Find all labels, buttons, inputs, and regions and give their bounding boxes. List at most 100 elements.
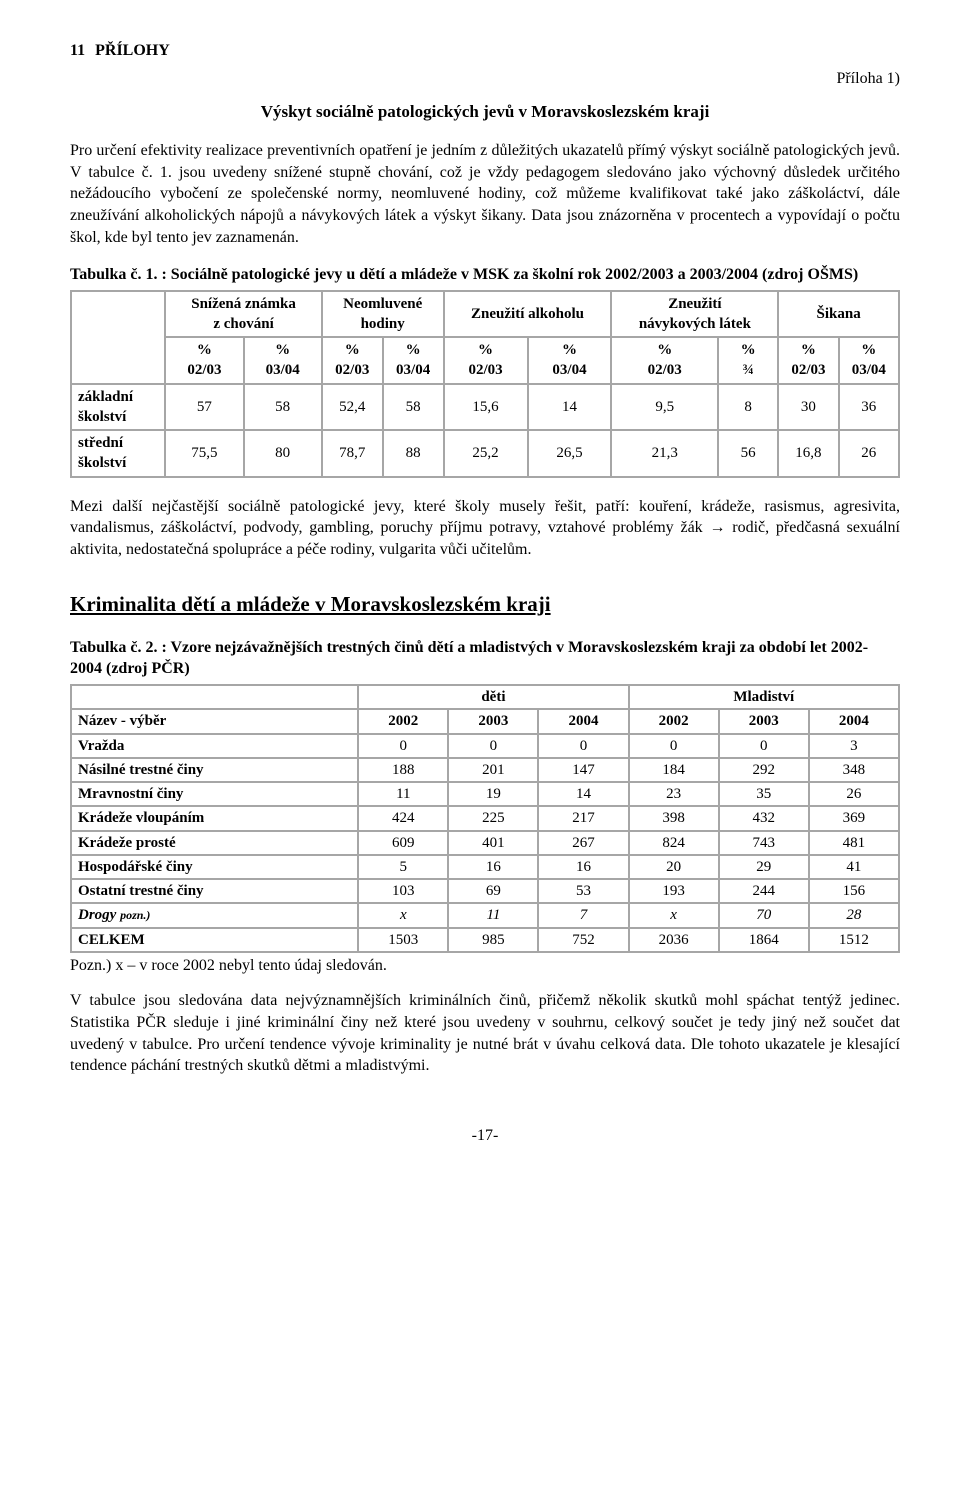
table2-cell: 53 [538, 879, 628, 903]
table1-cell: 14 [528, 384, 612, 431]
table2-cell: 193 [629, 879, 719, 903]
table2-cell: 824 [629, 831, 719, 855]
table2-cell: 35 [719, 782, 809, 806]
table2-cell: 147 [538, 758, 628, 782]
table1-subheader: %03/04 [244, 337, 322, 384]
table1-cell: 52,4 [322, 384, 383, 431]
table2-year-header: 2004 [538, 709, 628, 733]
table2-cell: 1512 [809, 928, 899, 952]
intro-paragraph: Pro určení efektivity realizace preventi… [70, 140, 900, 248]
table1-subheader: %02/03 [165, 337, 243, 384]
table-row: základníškolství575852,45815,6149,583036 [71, 384, 899, 431]
table-row: Krádeže vloupáním424225217398432369 [71, 806, 899, 830]
table1-cell: 80 [244, 430, 322, 477]
table-row: Krádeže prosté609401267824743481 [71, 831, 899, 855]
table1-group-header: Zneužitínávykových látek [611, 291, 778, 338]
table1-caption: Tabulka č. 1. : Sociálně patologické jev… [70, 264, 900, 286]
table2-cell: 0 [719, 734, 809, 758]
table1-group-header: Snížená známkaz chování [165, 291, 322, 338]
table1-corner [71, 291, 165, 384]
table1-cell: 16,8 [778, 430, 838, 477]
attachment-label: Příloha 1) [70, 68, 900, 90]
table1-cell: 58 [383, 384, 444, 431]
table2-group-adolescents: Mladiství [629, 685, 899, 709]
table2: děti Mladiství Název - výběr 20022003200… [70, 684, 900, 953]
table1-cell: 56 [718, 430, 778, 477]
section-header: 11 PŘÍLOHY [70, 40, 900, 62]
table2-cell: 184 [629, 758, 719, 782]
closing-paragraph: V tabulce jsou sledována data nejvýznamn… [70, 990, 900, 1076]
table-row: Ostatní trestné činy1036953193244156 [71, 879, 899, 903]
table2-cell: 103 [358, 879, 448, 903]
table2-row-name: Krádeže vloupáním [71, 806, 358, 830]
table1-cell: 9,5 [611, 384, 717, 431]
table1-cell: 25,2 [444, 430, 528, 477]
table2-year-header: 2004 [809, 709, 899, 733]
table2-corner [71, 685, 358, 709]
table2-cell: 401 [448, 831, 538, 855]
table2-cell: 369 [809, 806, 899, 830]
table1-caption-text: Tabulka č. 1. : Sociálně patologické jev… [70, 266, 858, 283]
table2-cell: x [629, 903, 719, 927]
table2-cell: 424 [358, 806, 448, 830]
table2-name-header: Název - výběr [71, 709, 358, 733]
table1-row-label: základníškolství [71, 384, 165, 431]
table2-cell: 3 [809, 734, 899, 758]
table2-cell: 2036 [629, 928, 719, 952]
table2-cell: 267 [538, 831, 628, 855]
table1-subheader: %¾ [718, 337, 778, 384]
table1-group-header: Neomluvenéhodiny [322, 291, 444, 338]
table2-cell: 0 [358, 734, 448, 758]
table2-cell: 0 [538, 734, 628, 758]
table2-cell: 19 [448, 782, 538, 806]
table2-row-name: Krádeže prosté [71, 831, 358, 855]
table2-cell: 752 [538, 928, 628, 952]
table2-cell: 743 [719, 831, 809, 855]
table1-cell: 57 [165, 384, 243, 431]
table1-cell: 26 [839, 430, 899, 477]
table2-year-header: 2003 [719, 709, 809, 733]
table2-footnote: Pozn.) x – v roce 2002 nebyl tento údaj … [70, 955, 900, 977]
table2-cell: x [358, 903, 448, 927]
table1-subheader: %02/03 [322, 337, 383, 384]
table2-cell: 225 [448, 806, 538, 830]
table1-cell: 15,6 [444, 384, 528, 431]
table2-cell: 481 [809, 831, 899, 855]
table2-cell: 0 [448, 734, 538, 758]
table2-cell: 348 [809, 758, 899, 782]
table1-cell: 36 [839, 384, 899, 431]
table1-subheader: %02/03 [611, 337, 717, 384]
table2-cell: 11 [448, 903, 538, 927]
table2-cell: 70 [719, 903, 809, 927]
table2-cell: 156 [809, 879, 899, 903]
table1-group-header: Šikana [778, 291, 899, 338]
table2-cell: 188 [358, 758, 448, 782]
table2-cell: 5 [358, 855, 448, 879]
table2-cell: 11 [358, 782, 448, 806]
page-number: -17- [70, 1125, 900, 1147]
table1-subheader: %03/04 [839, 337, 899, 384]
table-row: CELKEM1503985752203618641512 [71, 928, 899, 952]
table2-cell: 292 [719, 758, 809, 782]
table-row: Mravnostní činy111914233526 [71, 782, 899, 806]
table1-subheader: %03/04 [383, 337, 444, 384]
table2-year-header: 2003 [448, 709, 538, 733]
table2-cell: 28 [809, 903, 899, 927]
table2-group-children: děti [358, 685, 628, 709]
table2-row-name: Násilné trestné činy [71, 758, 358, 782]
table2-cell: 20 [629, 855, 719, 879]
table2-cell: 41 [809, 855, 899, 879]
table1-cell: 21,3 [611, 430, 717, 477]
table2-cell: 244 [719, 879, 809, 903]
table2-row-name: Hospodářské činy [71, 855, 358, 879]
table-row: Násilné trestné činy188201147184292348 [71, 758, 899, 782]
table2-cell: 985 [448, 928, 538, 952]
table2-cell: 69 [448, 879, 538, 903]
table2-row-name: Drogy pozn.) [71, 903, 358, 927]
table1-cell: 78,7 [322, 430, 383, 477]
table1-cell: 88 [383, 430, 444, 477]
table2-cell: 217 [538, 806, 628, 830]
table1-cell: 8 [718, 384, 778, 431]
table2-cell: 16 [448, 855, 538, 879]
table-row: středníškolství75,58078,78825,226,521,35… [71, 430, 899, 477]
